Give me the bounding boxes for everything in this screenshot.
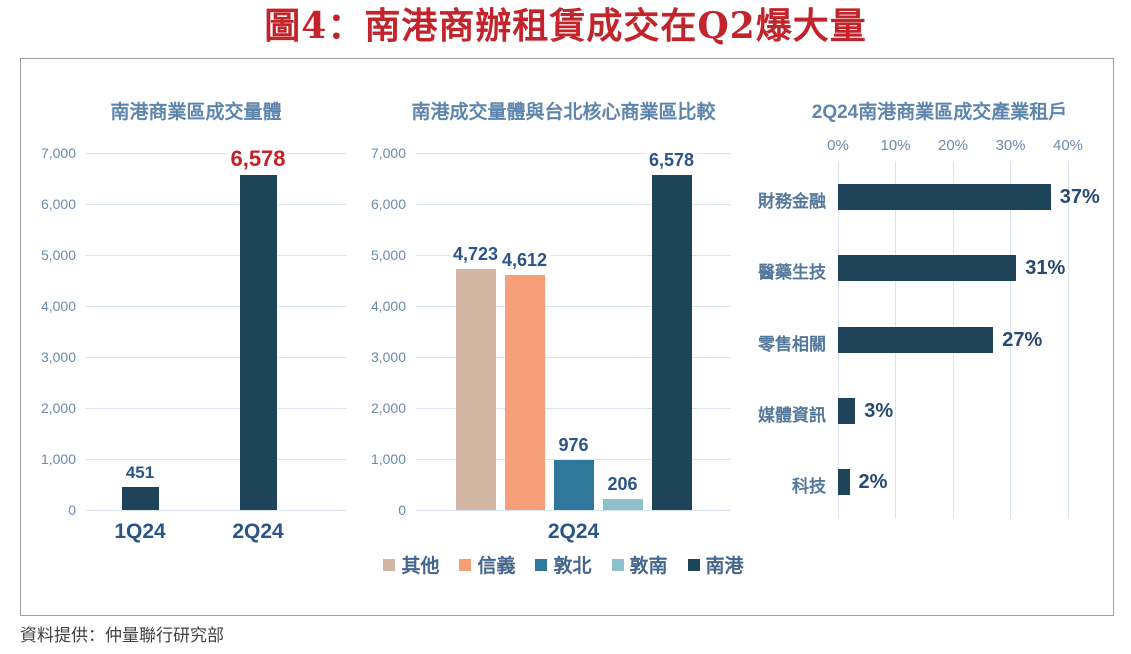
- x-tick-label: 30%: [995, 137, 1026, 154]
- x-tick-label: 20%: [937, 137, 969, 154]
- value-label: 27%: [1002, 328, 1043, 351]
- chart3-title: 2Q24南港商業區成交產業租戶: [811, 102, 1068, 123]
- legend-label: 其他: [401, 556, 440, 577]
- bar-retail: [838, 326, 994, 353]
- category-label: 媒體資訊: [758, 405, 826, 425]
- figure-title: 圖4：南港商辦租賃成交在Q2爆大量: [264, 5, 867, 47]
- gridline: [1010, 161, 1011, 518]
- y-tick-label: 4,000: [370, 298, 406, 314]
- chart1-title: 南港商業區成交量體: [110, 102, 282, 123]
- x-tick-label: 40%: [1052, 137, 1084, 154]
- gridline: [86, 305, 346, 307]
- legend-label: 南港: [705, 556, 744, 577]
- legend-label: 敦南: [629, 556, 668, 577]
- gridline: [416, 509, 731, 511]
- x-tick-label: 10%: [880, 137, 911, 154]
- bar-pharma-biotech: [838, 255, 1017, 282]
- value-label: 31%: [1025, 257, 1066, 280]
- bar-dunbei: [553, 460, 594, 510]
- gridline: [416, 356, 731, 358]
- x-category-label: 1Q24: [114, 520, 166, 543]
- category-label: 醫藥生技: [758, 263, 826, 283]
- value-label: 37%: [1059, 185, 1100, 208]
- gridline: [86, 203, 346, 205]
- gridline: [416, 407, 731, 409]
- value-label: 6,578: [645, 150, 698, 171]
- legend-label: 信義: [477, 556, 516, 577]
- legend-item-xinyi: 信義: [459, 551, 515, 578]
- y-tick-label: 6,000: [370, 196, 406, 212]
- bar-others: [455, 269, 496, 510]
- chart-cbd-comparison: 南港成交量體與台北核心商業區比較 0 1,000 2,000 3,000 4,000 5,…: [371, 59, 751, 615]
- gridline: [1067, 161, 1069, 518]
- value-label: 4,612: [498, 250, 551, 271]
- y-tick-label: 7,000: [370, 145, 406, 161]
- category-label: 零售相關: [758, 334, 826, 354]
- chart2-legend: 其他 信義 敦北 敦南 南港: [376, 551, 751, 578]
- legend-swatch: [611, 558, 624, 571]
- gridline: [86, 458, 346, 460]
- y-tick-label: 4,000: [40, 298, 76, 314]
- value-label: 976: [555, 435, 592, 456]
- gridline: [416, 203, 731, 205]
- gridline: [416, 254, 731, 256]
- chart3-plot-area: 0% 10% 20% 30% 40% 財務金融 37% 醫藥生技 31% 零售相關 27% 媒體資訊 3…: [758, 137, 1100, 518]
- gridline: [86, 407, 346, 409]
- gridline: [86, 152, 346, 154]
- legend-swatch: [459, 558, 472, 571]
- legend-swatch: [535, 558, 548, 571]
- x-tick-label: 0%: [827, 137, 849, 154]
- legend-item-dunbei: 敦北: [535, 551, 592, 578]
- y-tick-label: 3,000: [370, 349, 406, 365]
- gridline: [416, 458, 731, 460]
- bar-media-info: [838, 397, 856, 424]
- x-category-label: 2Q24: [547, 520, 600, 543]
- chart-nangang-volume: 南港商業區成交量體 0 1,000 2,000 3,000 4,000 5,000 6,00…: [21, 59, 371, 615]
- value-label: 206: [604, 474, 641, 495]
- y-tick-label: 5,000: [40, 247, 76, 263]
- legend-label: 敦北: [553, 556, 592, 577]
- y-tick-label: 1,000: [40, 451, 76, 467]
- y-tick-label: 3,000: [40, 349, 76, 365]
- value-label: 3%: [864, 399, 894, 422]
- y-tick-label: 2,000: [40, 400, 76, 416]
- y-tick-label: 7,000: [40, 145, 76, 161]
- bar-2q24: [239, 175, 277, 510]
- value-label: 2%: [858, 471, 888, 494]
- source-note: 資料提供：仲量聯行研究部: [20, 626, 224, 645]
- gridline: [86, 509, 346, 511]
- legend-swatch: [687, 558, 700, 571]
- y-tick-label: 5,000: [370, 247, 406, 263]
- legend-item-dunnan: 敦南: [611, 551, 668, 578]
- y-tick-label: 1,000: [370, 451, 406, 467]
- value-label: 6,578: [227, 146, 289, 172]
- legend-item-nangang: 南港: [687, 551, 744, 578]
- bar-1q24: [121, 487, 159, 510]
- bar-technology: [838, 469, 850, 496]
- category-label: 財務金融: [758, 191, 826, 211]
- gridline: [86, 254, 346, 256]
- figure-panel: 南港商業區成交量體 0 1,000 2,000 3,000 4,000 5,000 6,00…: [20, 58, 1114, 616]
- chart2-plot-area: 0 1,000 2,000 3,000 4,000 5,000 6,000 7,000 4,72…: [371, 145, 731, 543]
- value-label: 451: [122, 463, 158, 483]
- x-category-label: 2Q24: [232, 520, 284, 543]
- gridline: [416, 152, 731, 154]
- y-tick-label: 2,000: [370, 400, 406, 416]
- legend-swatch: [383, 558, 396, 571]
- bar-finance-insurance: [838, 183, 1051, 210]
- legend-item-others: 其他: [383, 551, 439, 578]
- y-tick-label: 0: [398, 502, 406, 518]
- bar-nangang: [651, 175, 692, 510]
- gridline: [416, 305, 731, 307]
- y-tick-label: 0: [68, 502, 76, 518]
- category-label: 科技: [792, 477, 826, 497]
- bar-xinyi: [504, 275, 545, 510]
- chart2-title: 南港成交量體與台北核心商業區比較: [411, 102, 716, 123]
- y-tick-label: 6,000: [40, 196, 76, 212]
- value-label: 4,723: [449, 244, 502, 265]
- gridline: [86, 356, 346, 358]
- chart-industry-tenants: 2Q24南港商業區成交產業租戶 0% 10% 20% 30% 40% 財務金融 37% 醫藥生…: [758, 59, 1113, 615]
- bar-dunnan: [602, 499, 643, 510]
- chart1-plot-area: 0 1,000 2,000 3,000 4,000 5,000 6,000 7,000 451 1…: [41, 145, 346, 543]
